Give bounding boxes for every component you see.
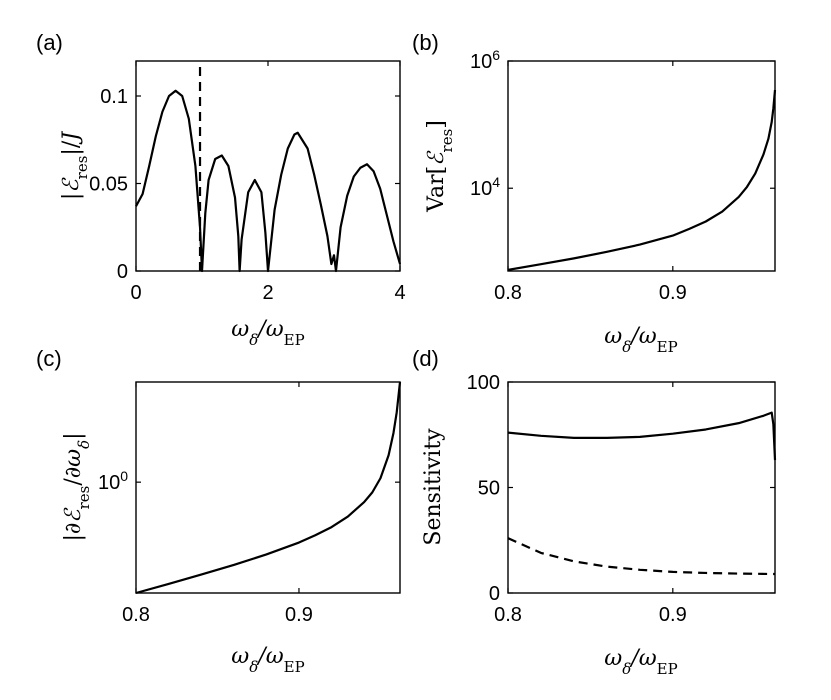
panel-c-frame <box>135 381 401 594</box>
panel-a-ytick-label-0: 0 <box>117 261 128 283</box>
panel-c-xtick-label-0: 0.8 <box>122 604 150 626</box>
panel-a-frame <box>135 60 401 272</box>
panel-a-xtick-label-1: 2 <box>262 282 273 304</box>
panel-d-ytick-label-0: 0 <box>489 583 500 605</box>
panel-a-ytick-label-1: 0.05 <box>89 174 128 196</box>
panel-c-xtick-label-1: 0.9 <box>285 604 313 626</box>
panel-label-b: (b) <box>412 30 439 55</box>
panel-a-series <box>135 61 402 273</box>
panel-a-ticks: 0 2 4 0 0.05 0.1 <box>89 61 406 304</box>
panel-c-ylabel: |∂ℰres/∂ωδ| <box>61 432 93 541</box>
panel-c-series-0-solid <box>135 381 402 595</box>
panel-d-xtick-label-0: 0.8 <box>494 604 522 626</box>
panel-a-xtick-label-0: 0 <box>130 282 141 304</box>
panel-b-ticks: 0.8 0.9 104 106 <box>470 47 775 304</box>
panel-b: (b) 0.8 0.9 104 106 ωδ/ωEP Var[ℰres] <box>412 30 777 356</box>
panel-c-ticks: 0.8 0.9 100 <box>98 382 400 626</box>
panel-a-xlabel: ωδ/ωEP <box>231 317 304 349</box>
panel-b-ytick-label-1: 106 <box>470 47 500 73</box>
panel-b-series <box>507 89 777 272</box>
panel-c-series <box>135 381 402 595</box>
panel-d-series-0-solid <box>507 411 777 461</box>
panel-b-series-0-solid <box>507 89 777 272</box>
panel-d-series <box>507 411 777 576</box>
panel-a-ytick-label-2: 0.1 <box>100 86 128 108</box>
panel-d-series-1-dashed <box>507 537 776 576</box>
panel-d-ylabel: Sensitivity <box>421 428 446 546</box>
panel-label-d: (d) <box>412 346 439 371</box>
panel-b-ylabel: Var[ℰres] <box>424 120 456 213</box>
panel-d-ytick-label-2: 100 <box>467 372 500 394</box>
panel-b-ytick-label-0: 104 <box>470 174 500 200</box>
panel-d-ticks: 0.8 0.9 0 50 100 <box>467 372 775 626</box>
panel-label-c: (c) <box>36 346 62 371</box>
panel-d-frame <box>507 381 776 594</box>
panel-a-xtick-label-2: 4 <box>394 282 405 304</box>
panel-label-a: (a) <box>36 30 63 55</box>
panel-a-ylabel: |ℰres|/J <box>59 131 91 200</box>
panel-d-xtick-label-1: 0.9 <box>659 604 687 626</box>
panel-b-frame <box>507 60 776 272</box>
panel-a-series-0-solid <box>135 89 402 273</box>
panel-b-xlabel: ωδ/ωEP <box>604 324 677 356</box>
panel-c: (c) 0.8 0.9 100 ωδ/ωEP |∂ℰres/∂ωδ| <box>36 346 402 676</box>
panel-b-xtick-label-0: 0.8 <box>494 282 522 304</box>
panel-d: (d) 0.8 0.9 0 50 100 ωδ/ωEP Sensitivity <box>412 346 777 678</box>
panel-b-xtick-label-1: 0.9 <box>659 282 687 304</box>
panel-c-xlabel: ωδ/ωEP <box>231 644 304 676</box>
panel-a: (a) 0 2 4 0 0.05 0.1 ωδ/ωEP |ℰres|/J <box>36 30 406 349</box>
panel-c-ytick-label-0: 100 <box>98 468 128 494</box>
panel-d-xlabel: ωδ/ωEP <box>604 646 677 678</box>
panel-d-ytick-label-1: 50 <box>478 478 500 500</box>
